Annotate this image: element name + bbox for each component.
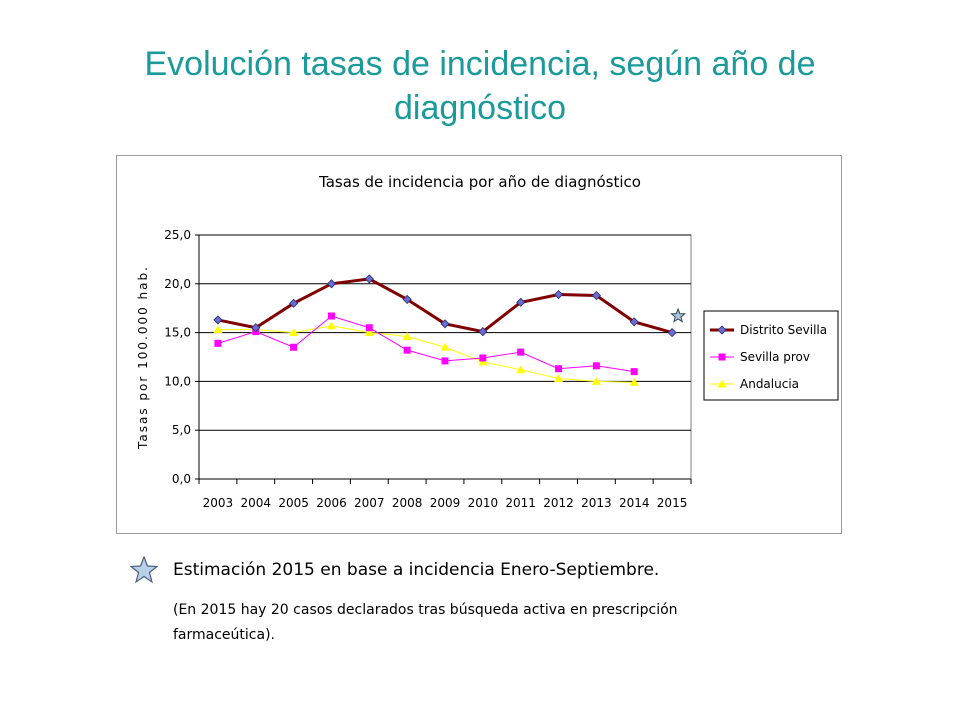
data-point [516, 297, 526, 307]
data-point [517, 348, 525, 356]
estimation-detail: (En 2015 hay 20 casos declarados tras bú… [173, 602, 678, 643]
y-tick-label: 20,0 [164, 277, 191, 291]
legend-label: Sevilla prov [740, 350, 810, 364]
data-point [326, 321, 336, 330]
data-point [629, 377, 639, 386]
data-point [478, 327, 488, 337]
x-tick-label: 2014 [619, 496, 650, 510]
data-point [516, 365, 526, 374]
estimation-note: Estimación 2015 en base a incidencia Ene… [173, 560, 660, 580]
data-point [251, 323, 261, 333]
plot-area [198, 234, 692, 480]
y-tick-label: 25,0 [164, 228, 191, 242]
x-tick-label: 2009 [430, 496, 461, 510]
y-tick-label: 15,0 [164, 326, 191, 340]
data-point [365, 324, 373, 332]
legend-box [703, 310, 839, 401]
legend-label: Andalucia [740, 377, 799, 391]
data-point [402, 332, 412, 341]
data-point [289, 298, 299, 308]
legend-marker [717, 379, 727, 388]
data-point [326, 279, 337, 289]
data-point [213, 315, 223, 325]
data-point [629, 317, 639, 327]
data-point [592, 362, 600, 370]
x-tick-label: 2005 [278, 496, 309, 510]
data-point [364, 328, 374, 337]
star-icon [130, 556, 158, 584]
legend-marker [717, 325, 727, 335]
x-tick-label: 2015 [657, 496, 688, 510]
data-point [441, 357, 449, 365]
x-tick-label: 2013 [581, 496, 612, 510]
data-point [440, 319, 450, 329]
data-point [554, 373, 564, 382]
chart-container: Tasas de incidencia por año de diagnósti… [116, 155, 842, 534]
x-tick-label: 2007 [354, 496, 385, 510]
data-point [591, 376, 601, 385]
legend-marker [718, 353, 726, 361]
y-axis-label: Tasas por 100.000 hab. [136, 265, 150, 450]
data-point [290, 343, 298, 351]
line-chart: Tasas de incidencia por año de diagnósti… [136, 173, 839, 510]
data-point [327, 312, 335, 320]
y-tick-label: 5,0 [172, 423, 191, 437]
slide-title: Evolución tasas de incidencia, según año… [144, 45, 816, 127]
data-point [403, 346, 411, 354]
data-point [440, 342, 450, 351]
data-point [479, 354, 487, 362]
data-point [630, 368, 638, 376]
y-tick-label: 0,0 [172, 472, 191, 486]
data-point [213, 325, 223, 334]
legend-label: Distrito Sevilla [740, 323, 827, 337]
x-tick-label: 2006 [316, 496, 347, 510]
x-tick-label: 2010 [468, 496, 499, 510]
data-point [555, 365, 563, 373]
series-line [217, 325, 635, 383]
y-tick-label: 10,0 [164, 374, 191, 388]
chart-title: Tasas de incidencia por año de diagnósti… [318, 173, 641, 191]
data-point [289, 328, 299, 337]
x-tick-label: 2004 [240, 496, 271, 510]
data-point [214, 339, 222, 347]
data-point [402, 294, 412, 304]
x-tick-label: 2012 [543, 496, 574, 510]
estimate-star-marker [670, 307, 687, 323]
x-tick-label: 2003 [203, 496, 234, 510]
data-point [553, 289, 564, 300]
data-point [591, 290, 601, 301]
data-point [364, 274, 374, 284]
data-point [667, 328, 677, 338]
x-tick-label: 2008 [392, 496, 423, 510]
x-tick-label: 2011 [505, 496, 536, 510]
series-line [217, 315, 635, 373]
